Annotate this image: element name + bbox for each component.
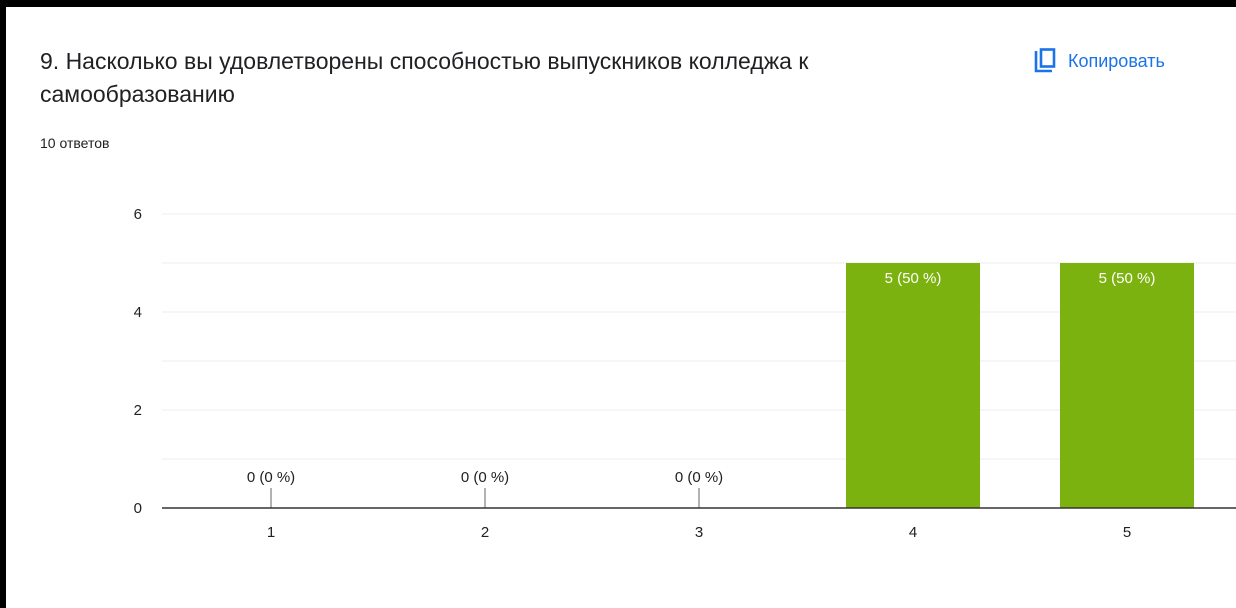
x-tick-label-1: 1 xyxy=(267,524,275,541)
copy-icon xyxy=(1034,48,1056,74)
data-label-1: 0 (0 %) xyxy=(247,469,295,486)
bar-4[interactable] xyxy=(846,263,980,508)
y-tick-label: 2 xyxy=(134,402,142,419)
y-tick-label: 6 xyxy=(134,206,142,223)
bar-5[interactable] xyxy=(1060,263,1194,508)
x-tick-label-3: 3 xyxy=(695,524,703,541)
copy-button[interactable]: Копировать xyxy=(1028,43,1171,79)
question-title: 9. Насколько вы удовлетворены способност… xyxy=(40,48,809,107)
copy-button-label: Копировать xyxy=(1068,50,1165,71)
y-tick-label: 0 xyxy=(134,500,142,517)
bar-chart: 0 2 4 6 0 (0 %) 1 0 (0 %) 2 0 (0 %) 3 5 (50 %) 4 5 (… xyxy=(134,206,1236,541)
question-card: 9. Насколько вы удовлетворены способност… xyxy=(6,7,1236,608)
data-label-3: 0 (0 %) xyxy=(675,469,723,486)
y-tick-label: 4 xyxy=(134,304,142,321)
data-label-4: 5 (50 %) xyxy=(885,270,942,287)
response-count: 10 ответов xyxy=(40,135,110,151)
data-label-2: 0 (0 %) xyxy=(461,469,509,486)
x-tick-label-4: 4 xyxy=(909,524,917,541)
data-label-5: 5 (50 %) xyxy=(1099,270,1156,287)
x-tick-label-5: 5 xyxy=(1123,524,1131,541)
x-tick-label-2: 2 xyxy=(481,524,489,541)
